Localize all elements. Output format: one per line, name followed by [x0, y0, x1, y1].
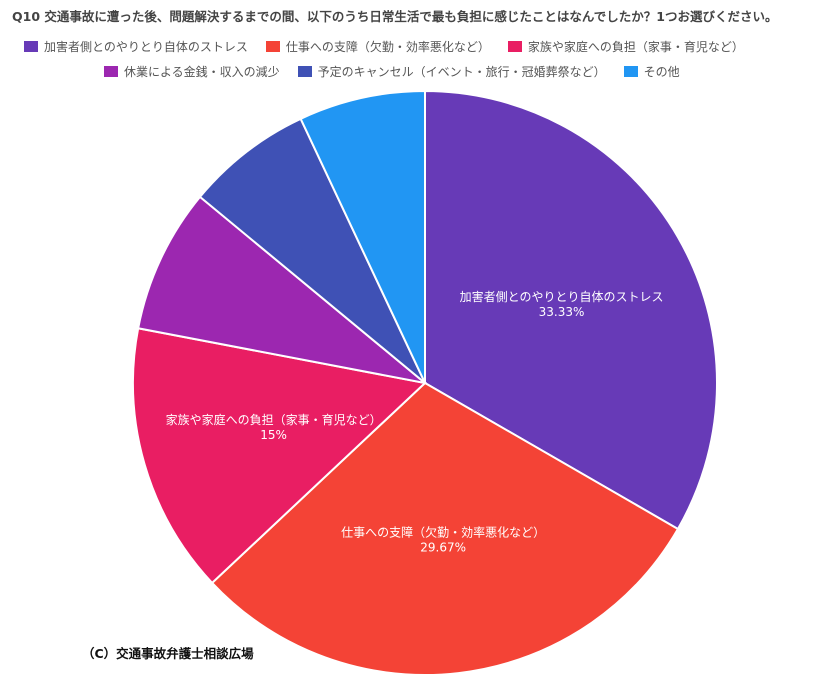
- legend-label-other: その他: [643, 65, 680, 79]
- pie-slice-cancel[interactable]: [198, 117, 426, 384]
- legend-label-income: 休業による金銭・収入の減少: [124, 65, 280, 79]
- legend-swatch-stress: [24, 41, 38, 52]
- legend-swatch-income: [104, 66, 118, 77]
- slice-label-family: 家族や家庭への負担（家事・育児など）: [166, 412, 382, 427]
- slice-value-work: 29.67%: [420, 541, 466, 555]
- slice-value-stress: 33.33%: [539, 305, 585, 319]
- slice-label-stress: 加害者側とのやりとり自体のストレス: [460, 289, 664, 304]
- legend-item-work[interactable]: 仕事への支障（欠勤・効率悪化など）: [265, 38, 490, 55]
- legend-item-stress[interactable]: 加害者側とのやりとり自体のストレス: [24, 38, 248, 55]
- legend-swatch-cancel: [297, 66, 312, 77]
- legend-label-work: 仕事への支障（欠勤・効率悪化など）: [285, 40, 490, 54]
- legend-label-stress: 加害者側とのやりとり自体のストレス: [44, 40, 248, 54]
- pie-slice-stress[interactable]: [424, 89, 718, 531]
- pie-slice-income[interactable]: [137, 195, 426, 384]
- legend-label-family: 家族や家庭への負担（家事・育児など）: [527, 40, 744, 54]
- pie-slice-family[interactable]: [132, 327, 428, 585]
- legend-row-1: 加害者側とのやりとり自体のストレス 仕事への支障（欠勤・効率悪化など） 家族や家…: [24, 34, 824, 59]
- pie-slice-work[interactable]: [210, 381, 680, 676]
- legend-row-2: 休業による金銭・収入の減少 予定のキャンセル（イベント・旅行・冠婚葬祭など） そ…: [24, 59, 824, 84]
- legend-item-cancel[interactable]: 予定のキャンセル（イベント・旅行・冠婚葬祭など）: [297, 63, 606, 80]
- pie-slice-other[interactable]: [299, 89, 426, 384]
- legend-swatch-other: [623, 66, 638, 77]
- legend-item-family[interactable]: 家族や家庭への負担（家事・育児など）: [507, 38, 744, 55]
- legend-swatch-family: [507, 41, 522, 52]
- legend: 加害者側とのやりとり自体のストレス 仕事への支障（欠勤・効率悪化など） 家族や家…: [24, 34, 824, 84]
- copyright-notice: （C）交通事故弁護士相談広場: [82, 646, 254, 661]
- chart-title: Q10 交通事故に遭った後、問題解決するまでの間、以下のうち日常生活で最も負担に…: [12, 9, 778, 24]
- legend-swatch-work: [265, 41, 280, 52]
- slice-value-family: 15%: [260, 428, 287, 442]
- slice-label-work: 仕事への支障（欠勤・効率悪化など）: [341, 525, 545, 540]
- legend-label-cancel: 予定のキャンセル（イベント・旅行・冠婚葬祭など）: [317, 65, 606, 79]
- legend-item-income[interactable]: 休業による金銭・収入の減少: [104, 63, 280, 80]
- legend-item-other[interactable]: その他: [623, 63, 680, 80]
